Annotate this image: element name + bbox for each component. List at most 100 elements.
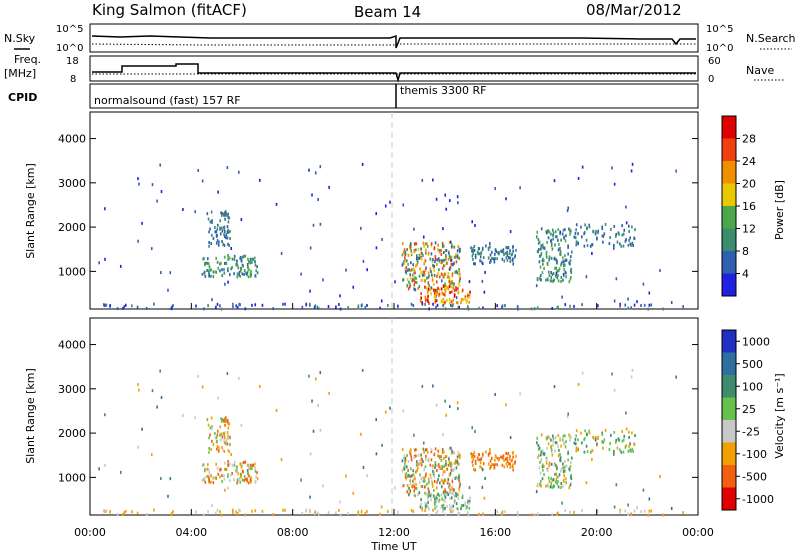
power-cell	[548, 273, 551, 277]
velocity-cell	[551, 434, 554, 438]
velocity-cell	[441, 479, 444, 483]
power-cell	[627, 297, 629, 301]
velocity-cell	[224, 416, 227, 420]
power-cell	[258, 178, 261, 182]
velocity-cell	[244, 513, 247, 517]
velocity-cell	[420, 477, 422, 481]
power-cell	[420, 247, 422, 251]
power-cell	[551, 272, 554, 276]
velocity-cell	[212, 481, 215, 485]
freq-panel	[89, 55, 699, 82]
power-cell	[594, 232, 597, 236]
velocity-cell	[424, 491, 426, 495]
power-cell	[464, 295, 467, 299]
velocity-cell	[352, 491, 355, 495]
velocity-cell	[105, 509, 108, 513]
power-cell	[568, 227, 570, 231]
power-cell	[215, 230, 218, 234]
power-cell	[611, 166, 613, 170]
velocity-cell	[206, 467, 209, 471]
power-cell	[229, 229, 231, 233]
power-cell	[555, 266, 558, 270]
velocity-cell	[556, 512, 559, 516]
power-cell	[597, 304, 599, 308]
power-cell	[474, 253, 477, 257]
velocity-cell	[444, 490, 447, 494]
power-cell	[569, 259, 572, 263]
power-cell	[284, 302, 286, 306]
power-cell	[216, 260, 219, 264]
power-cell	[478, 252, 480, 256]
power-cell	[497, 252, 500, 256]
power-cell	[249, 272, 252, 276]
velocity-cell	[362, 465, 365, 469]
power-cell	[124, 303, 127, 307]
velocity-cell	[409, 475, 412, 479]
freq-tick-low: 8	[70, 74, 76, 85]
power-cell	[573, 304, 575, 308]
power-cell	[549, 279, 552, 283]
velocity-cell	[408, 474, 410, 478]
power-cell	[469, 290, 471, 294]
power-cell	[540, 227, 543, 231]
power-cell	[227, 230, 230, 234]
velocity-cell	[467, 498, 469, 502]
velocity-cell	[451, 510, 454, 514]
power-cell	[560, 280, 562, 284]
velocity-cell	[364, 511, 367, 515]
velocity-cell	[229, 443, 231, 447]
velocity-cell	[560, 482, 563, 486]
power-cell	[207, 217, 210, 221]
power-cell	[448, 301, 451, 305]
velocity-cell	[206, 475, 208, 479]
power-cell	[437, 286, 439, 290]
velocity-cell	[557, 434, 560, 438]
power-cell	[550, 279, 553, 283]
power-cell	[675, 169, 677, 173]
velocity-cell	[558, 448, 560, 452]
power-cell	[214, 230, 217, 234]
station-title: King Salmon (fitACF)	[92, 1, 247, 19]
power-cell	[621, 233, 624, 237]
velocity-cell	[249, 480, 252, 484]
power-cell	[427, 251, 430, 255]
velocity-cell	[474, 430, 476, 434]
power-cell	[221, 240, 223, 244]
power-cell	[633, 237, 636, 241]
colorbar-tick-label: -500	[742, 470, 767, 483]
power-cell	[434, 257, 437, 261]
velocity-cell	[440, 458, 443, 462]
power-cell	[458, 273, 460, 277]
velocity-cell	[226, 420, 229, 424]
velocity-cell	[246, 476, 249, 480]
x-tick-label: 08:00	[277, 526, 309, 539]
velocity-cell	[434, 463, 437, 467]
velocity-cell	[436, 497, 438, 501]
velocity-cell	[227, 463, 229, 467]
velocity-cell	[338, 508, 340, 512]
power-cell	[555, 271, 558, 275]
power-cell	[427, 271, 430, 275]
velocity-cell	[247, 481, 250, 485]
power-cell	[560, 263, 562, 267]
power-cell	[570, 271, 573, 275]
velocity-cell	[317, 513, 320, 517]
velocity-cell	[471, 455, 473, 459]
power-cell	[588, 223, 590, 227]
power-cell	[420, 292, 422, 296]
power-cell	[468, 280, 471, 284]
power-cell	[254, 303, 257, 307]
power-cell	[557, 238, 559, 242]
velocity-cell	[239, 475, 242, 479]
power-cell	[502, 248, 505, 252]
power-cell	[410, 302, 413, 306]
power-cell	[150, 247, 153, 251]
power-cell	[604, 222, 607, 226]
velocity-cell	[138, 388, 140, 392]
velocity-cell	[207, 423, 210, 427]
power-cell	[429, 267, 432, 271]
velocity-cell	[451, 496, 453, 500]
power-cell	[407, 253, 410, 257]
velocity-cell	[573, 510, 575, 514]
velocity-cell	[501, 455, 503, 459]
